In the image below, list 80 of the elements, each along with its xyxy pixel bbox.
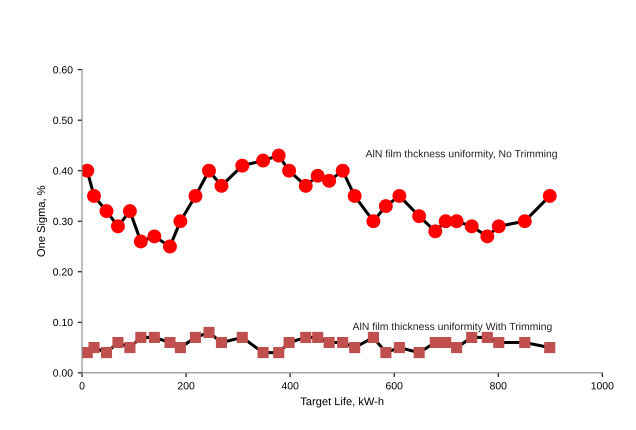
point [173, 214, 188, 228]
point [202, 164, 216, 178]
point [430, 336, 441, 348]
x-tick-label: 600 [386, 382, 402, 390]
point [112, 336, 124, 348]
point [216, 336, 228, 348]
point [378, 199, 393, 214]
point [235, 158, 250, 173]
y-tick-label: 0.30 [53, 218, 73, 226]
point [203, 326, 215, 338]
x-tick-label: 400 [282, 382, 298, 390]
point [324, 336, 335, 348]
x-tick-label: 800 [490, 382, 507, 390]
point [124, 342, 136, 354]
point [450, 214, 464, 228]
point [310, 168, 325, 183]
point [482, 332, 493, 343]
y-tick-label: 0.00 [53, 369, 73, 377]
point [188, 189, 202, 203]
x-tick-label: 1000 [592, 382, 614, 390]
point [174, 342, 186, 354]
point [464, 219, 479, 234]
point [542, 189, 557, 203]
point [440, 336, 452, 348]
y-tick-label: 0.40 [53, 167, 73, 175]
point [164, 336, 176, 348]
point [272, 148, 286, 162]
point [480, 229, 494, 244]
point [135, 332, 146, 343]
point [87, 189, 101, 203]
point [414, 347, 425, 358]
point [519, 336, 530, 348]
point [380, 347, 392, 358]
point [100, 347, 112, 358]
point [466, 332, 478, 343]
point [366, 214, 380, 228]
x-tick-label: 0 [80, 382, 85, 390]
point [348, 189, 362, 203]
point [492, 219, 506, 234]
point [134, 234, 148, 248]
point [518, 214, 532, 228]
y-tick-label: 0.10 [53, 318, 73, 326]
x-axis-title: Target Life, kW-h [300, 397, 384, 408]
y-tick-label: 0.50 [53, 116, 73, 124]
series-label: AlN film thickness uniformity With Trimming [352, 322, 552, 332]
point [256, 154, 270, 168]
point [544, 342, 556, 354]
point [300, 332, 312, 343]
point [412, 209, 426, 224]
point [312, 332, 324, 343]
x-tick-label: 200 [178, 382, 194, 390]
point [214, 178, 228, 193]
point [282, 164, 296, 178]
point [100, 204, 114, 218]
point [337, 336, 348, 348]
point [349, 342, 360, 354]
point [236, 332, 248, 343]
point [284, 336, 295, 348]
point [110, 219, 125, 234]
point [190, 332, 202, 343]
point [122, 204, 137, 218]
y-tick-label: 0.60 [53, 66, 73, 74]
point [273, 347, 284, 358]
point [163, 240, 177, 254]
point [148, 332, 160, 343]
point [322, 174, 336, 188]
y-axis-title: One Sigma, % [36, 186, 48, 257]
point [88, 342, 100, 354]
point [258, 347, 269, 358]
point [451, 342, 462, 354]
point [493, 336, 504, 348]
point [336, 164, 350, 178]
point [428, 224, 442, 238]
point [298, 178, 313, 193]
point [392, 189, 406, 203]
point [147, 229, 162, 244]
y-tick-label: 0.20 [53, 268, 73, 276]
series-label: AlN film thckness uniformity, No Trimming [366, 150, 557, 160]
point [394, 342, 405, 354]
point [368, 332, 379, 343]
